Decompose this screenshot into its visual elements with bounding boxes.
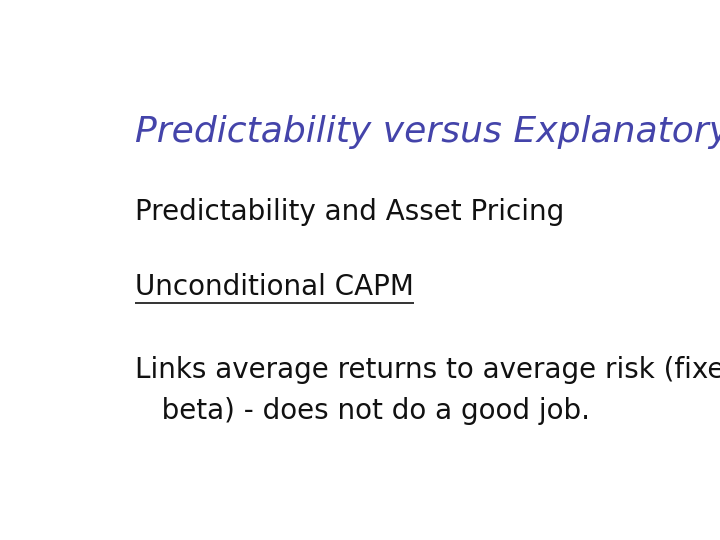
Text: Unconditional CAPM: Unconditional CAPM <box>135 273 413 301</box>
Text: Links average returns to average risk (fixed: Links average returns to average risk (f… <box>135 356 720 384</box>
Text: beta) - does not do a good job.: beta) - does not do a good job. <box>135 397 590 426</box>
Text: Predictability versus Explanatory Models: Predictability versus Explanatory Models <box>135 114 720 148</box>
Text: Predictability and Asset Pricing: Predictability and Asset Pricing <box>135 198 564 226</box>
